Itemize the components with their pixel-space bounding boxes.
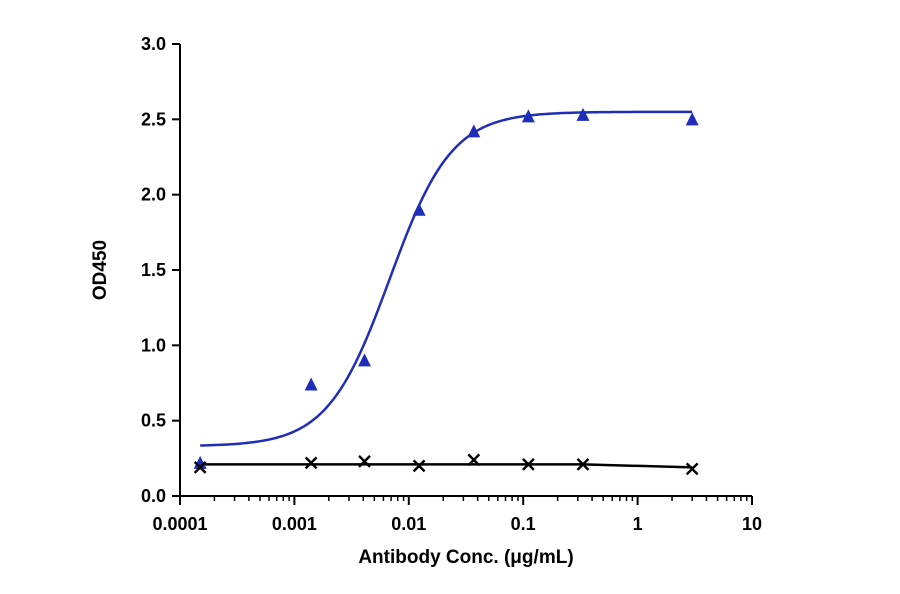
x-point — [412, 459, 426, 473]
triangle-point — [521, 109, 535, 123]
triangle-point — [467, 124, 481, 138]
fit-curves — [200, 110, 693, 469]
x-tick-label: 0.1 — [511, 514, 536, 534]
x-tick-label: 10 — [742, 514, 762, 534]
y-axis-title: OD450 — [90, 240, 111, 300]
y-tick-label: 2.5 — [141, 109, 166, 129]
x-tick-label: 1 — [633, 514, 643, 534]
x-point — [522, 458, 535, 471]
y-ticks: 0.0 0.5 1.0 1.5 2.0 2.5 3.0 — [141, 34, 180, 506]
x-point — [304, 456, 318, 470]
x-point — [193, 461, 207, 474]
triangle-point — [576, 107, 590, 121]
x-tick-label: 0.01 — [391, 514, 426, 534]
x-point — [685, 462, 699, 476]
x-point — [576, 458, 590, 471]
triangle-point — [685, 112, 699, 126]
y-tick-label: 3.0 — [141, 34, 166, 54]
x-point — [358, 454, 371, 468]
data-points — [193, 107, 699, 476]
y-tick-label: 1.5 — [141, 260, 166, 280]
x-tick-label: 0.0001 — [152, 514, 207, 534]
y-tick-label: 0.0 — [141, 486, 166, 506]
y-tick-label: 2.0 — [141, 185, 166, 205]
triangle-point — [304, 377, 318, 391]
triangle-point — [358, 353, 372, 367]
y-tick-label: 1.0 — [141, 335, 166, 355]
fit-curve-series-1 — [200, 110, 693, 447]
triangle-point — [412, 202, 426, 216]
y-tick-label: 0.5 — [141, 411, 166, 431]
x-ticks: 0.0001 0.001 0.01 0.1 1 10 — [152, 496, 762, 534]
fit-curve-series-2 — [200, 463, 693, 469]
x-tick-label: 0.001 — [272, 514, 317, 534]
x-point — [467, 453, 481, 467]
x-axis-title: Antibody Conc. (μg/mL) — [358, 547, 573, 568]
